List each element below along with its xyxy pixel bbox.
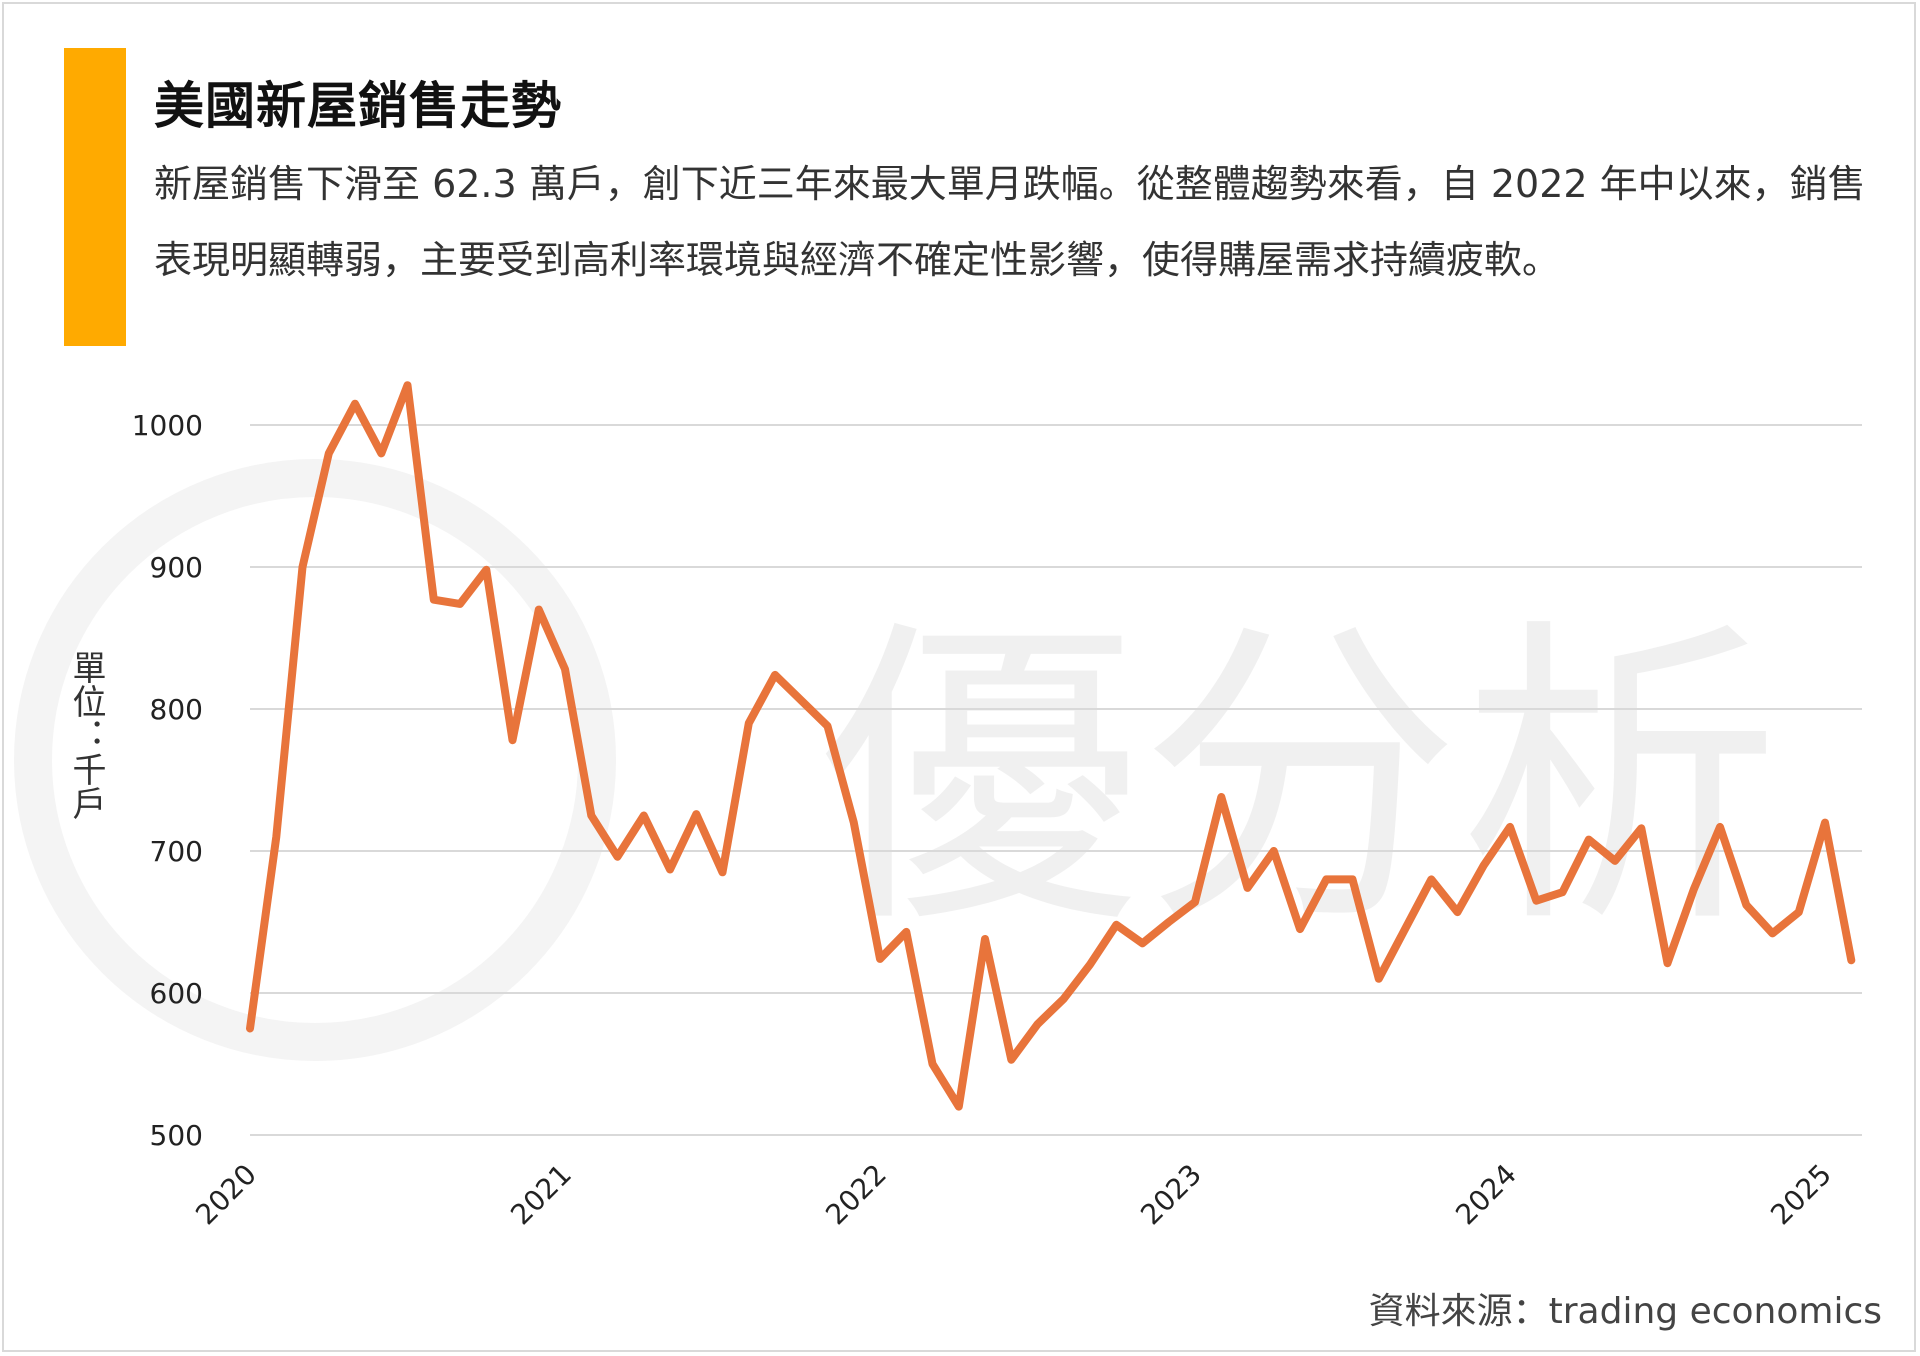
y-axis-label: 單位：千戶 [66,650,106,820]
grid-lines [250,424,1862,1136]
watermark-circle [14,459,616,1061]
x-tick-label: 2021 [504,1158,578,1232]
y-tick-label: 800 [150,693,203,726]
chart-subtitle: 新屋銷售下滑至 62.3 萬戶，創下近三年來最大單月跌幅。從整體趨勢來看，自 2… [154,162,1866,282]
x-tick-label: 2023 [1134,1158,1208,1232]
watermark-text: 優分析 [820,594,1780,966]
y-tick-label: 700 [150,835,203,868]
x-tick-label: 2024 [1449,1158,1523,1232]
y-tick-label: 500 [150,1119,203,1152]
x-tick-label: 2022 [819,1158,893,1232]
watermark-logo: 優分析 [14,459,1780,1061]
data-source: 資料來源：trading economics [1368,1291,1882,1332]
chart-title: 美國新屋銷售走勢 [154,77,562,135]
y-axis-ticks: 500 600 700 800 900 1000 [132,409,203,1152]
y-tick-label: 1000 [132,409,203,442]
y-tick-label: 600 [150,977,203,1010]
series-line [246,381,1856,1111]
x-axis-ticks: 2020 2021 2022 2023 2024 2025 [189,1158,1838,1232]
y-tick-label: 900 [150,551,203,584]
x-tick-label: 2020 [189,1158,263,1232]
accent-bar [64,48,126,346]
x-tick-label: 2025 [1764,1158,1838,1232]
